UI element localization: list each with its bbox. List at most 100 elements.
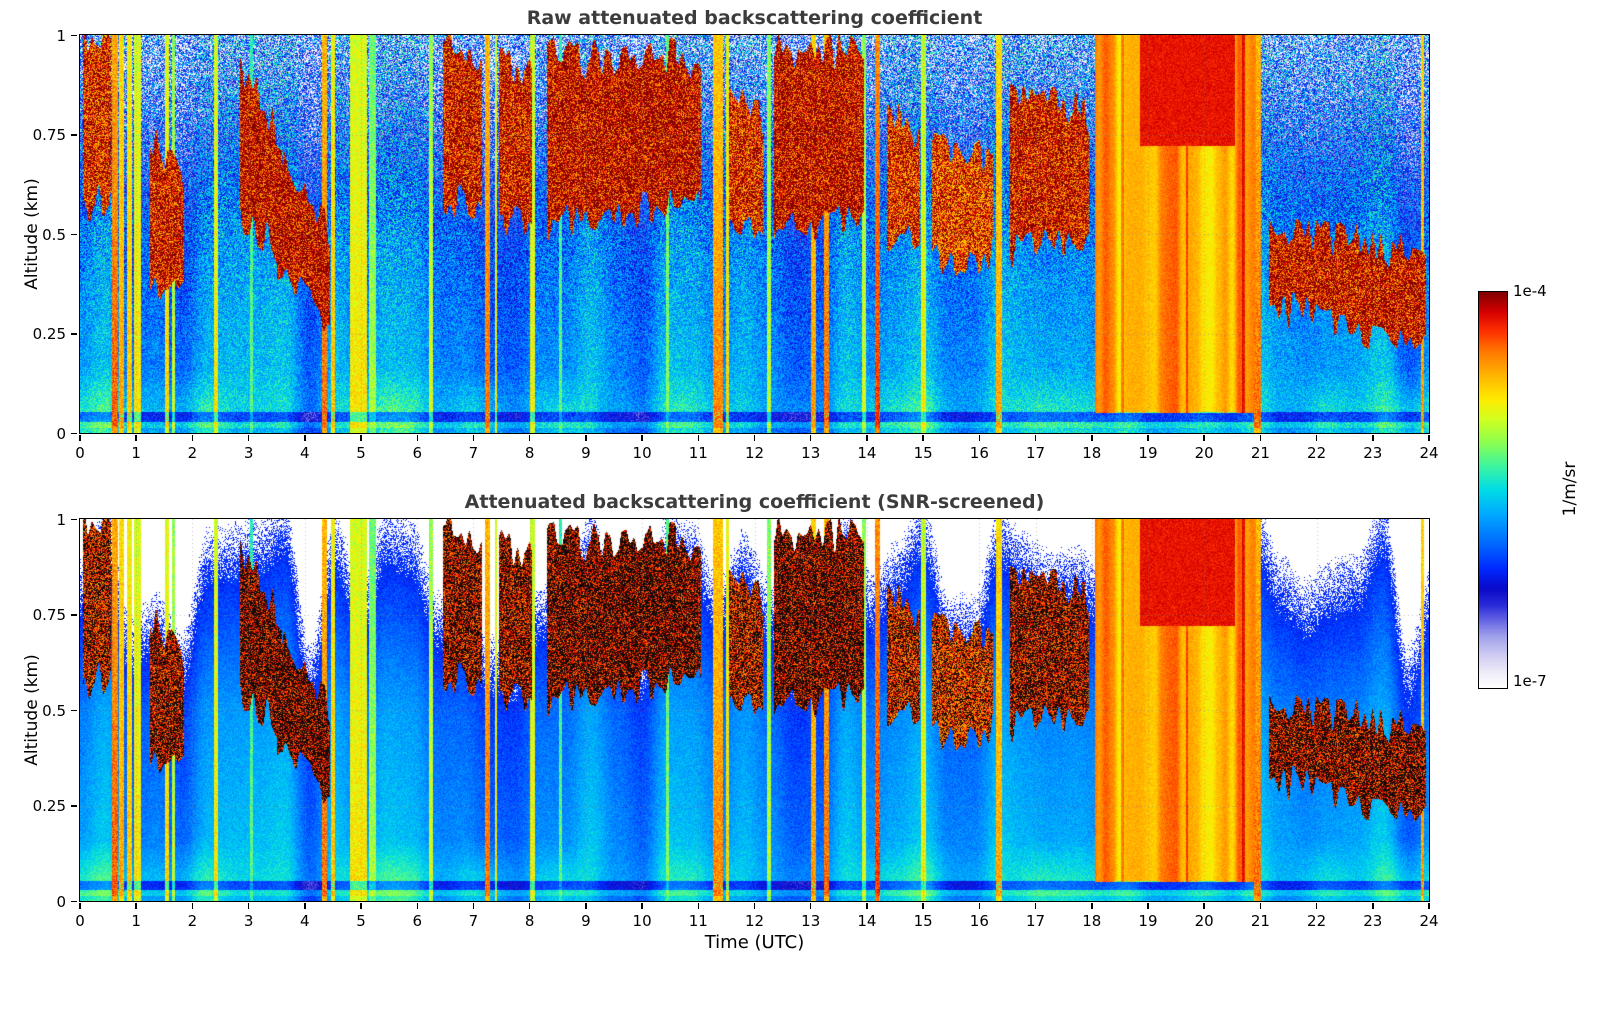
x-tick-label: 6 xyxy=(412,911,423,930)
x-tick-mark xyxy=(528,903,531,909)
x-tick-label: 2 xyxy=(187,911,198,930)
x-tick-mark xyxy=(585,903,587,909)
x-tick-mark xyxy=(697,903,700,909)
x-tick-label: 21 xyxy=(1250,443,1270,462)
x-tick-mark xyxy=(922,435,924,441)
y-tick-mark xyxy=(71,900,77,903)
x-tick-label: 18 xyxy=(1082,911,1102,930)
x-tick-label: 3 xyxy=(243,443,254,462)
colorbar xyxy=(1477,290,1508,689)
x-tick-mark xyxy=(753,903,756,909)
x-tick-label: 20 xyxy=(1194,443,1214,462)
x-tick-mark xyxy=(416,435,418,441)
y-tick-mark xyxy=(71,709,77,712)
y-tick-mark xyxy=(71,34,77,37)
x-tick-mark xyxy=(809,435,812,441)
y-tick-label: 0.25 xyxy=(32,325,66,343)
x-tick-mark xyxy=(978,903,981,909)
x-tick-mark xyxy=(1372,903,1374,909)
x-tick-mark xyxy=(1315,903,1318,909)
screened-heatmap-canvas xyxy=(79,519,1429,901)
x-tick-mark xyxy=(1091,435,1093,441)
x-tick-mark xyxy=(1147,435,1149,441)
colorbar-max-label: 1e-4 xyxy=(1513,282,1547,300)
x-tick-mark xyxy=(866,435,868,441)
y-tick-mark xyxy=(71,333,77,335)
x-tick-mark xyxy=(135,903,137,909)
x-tick-label: 23 xyxy=(1363,911,1383,930)
x-tick-label: 1 xyxy=(131,911,141,930)
raw-heatmap-canvas xyxy=(79,35,1429,433)
x-tick-mark xyxy=(1259,903,1262,909)
y-tick-label: 0.5 xyxy=(42,225,66,244)
x-tick-label: 8 xyxy=(524,443,535,462)
x-tick-mark xyxy=(247,435,250,441)
x-tick-label: 24 xyxy=(1419,443,1439,462)
x-tick-mark xyxy=(585,435,587,441)
y-tick-label: 1 xyxy=(56,510,66,529)
x-tick-label: 11 xyxy=(688,443,708,462)
x-tick-mark xyxy=(1034,435,1037,441)
x-tick-mark xyxy=(697,435,700,441)
x-tick-label: 15 xyxy=(913,911,933,930)
y-tick-label: 0.75 xyxy=(32,606,66,624)
x-tick-mark xyxy=(1428,435,1430,441)
x-tick-label: 12 xyxy=(744,911,765,930)
x-tick-mark xyxy=(1259,435,1262,441)
x-tick-label: 16 xyxy=(969,911,989,930)
x-tick-mark xyxy=(360,435,362,441)
screened-panel xyxy=(78,518,1430,902)
x-tick-label: 3 xyxy=(243,911,254,930)
x-tick-label: 5 xyxy=(356,911,366,930)
x-tick-mark xyxy=(472,903,475,909)
x-tick-mark xyxy=(191,903,194,909)
x-tick-label: 7 xyxy=(468,911,479,930)
x-tick-mark xyxy=(866,903,868,909)
y-tick-label: 0.25 xyxy=(32,797,66,815)
x-tick-label: 14 xyxy=(857,443,877,462)
x-tick-mark xyxy=(1091,903,1093,909)
x-tick-mark xyxy=(304,903,306,909)
x-tick-mark xyxy=(135,435,137,441)
x-tick-label: 19 xyxy=(1138,443,1158,462)
colorbar-units-label: 1/m/sr xyxy=(1560,461,1580,517)
y-tick-label: 1 xyxy=(56,26,66,45)
x-tick-label: 8 xyxy=(524,911,535,930)
raw-panel xyxy=(78,34,1430,434)
x-tick-label: 13 xyxy=(801,443,821,462)
x-tick-mark xyxy=(528,435,531,441)
x-tick-mark xyxy=(1147,903,1149,909)
x-tick-label: 22 xyxy=(1307,911,1327,930)
x-tick-mark xyxy=(79,903,81,909)
x-tick-mark xyxy=(416,903,418,909)
x-tick-label: 10 xyxy=(632,911,652,930)
x-tick-label: 4 xyxy=(300,443,310,462)
x-tick-label: 2 xyxy=(187,443,198,462)
x-tick-mark xyxy=(191,435,194,441)
x-tick-mark xyxy=(472,435,475,441)
x-tick-label: 6 xyxy=(412,443,423,462)
x-tick-label: 17 xyxy=(1025,443,1046,462)
x-tick-mark xyxy=(1428,903,1430,909)
colorbar-canvas xyxy=(1478,291,1507,688)
y-tick-mark xyxy=(71,614,77,616)
screened-panel-title: Attenuated backscattering coefficient (S… xyxy=(464,491,1045,513)
x-tick-label: 1 xyxy=(131,443,141,462)
raw-panel-title: Raw attenuated backscattering coefficien… xyxy=(526,7,983,29)
y-tick-mark xyxy=(71,134,77,136)
x-tick-label: 23 xyxy=(1363,443,1383,462)
x-tick-label: 18 xyxy=(1082,443,1102,462)
y-tick-label: 0 xyxy=(56,424,66,443)
x-tick-label: 16 xyxy=(969,443,989,462)
y-tick-label: 0.5 xyxy=(42,701,66,720)
y-tick-mark xyxy=(71,805,77,807)
x-tick-label: 24 xyxy=(1419,911,1439,930)
x-tick-mark xyxy=(1203,435,1205,441)
x-tick-label: 15 xyxy=(913,443,933,462)
x-tick-mark xyxy=(247,903,250,909)
x-tick-label: 9 xyxy=(581,911,591,930)
x-tick-label: 13 xyxy=(801,911,821,930)
x-tick-label: 14 xyxy=(857,911,877,930)
x-tick-label: 0 xyxy=(75,443,85,462)
